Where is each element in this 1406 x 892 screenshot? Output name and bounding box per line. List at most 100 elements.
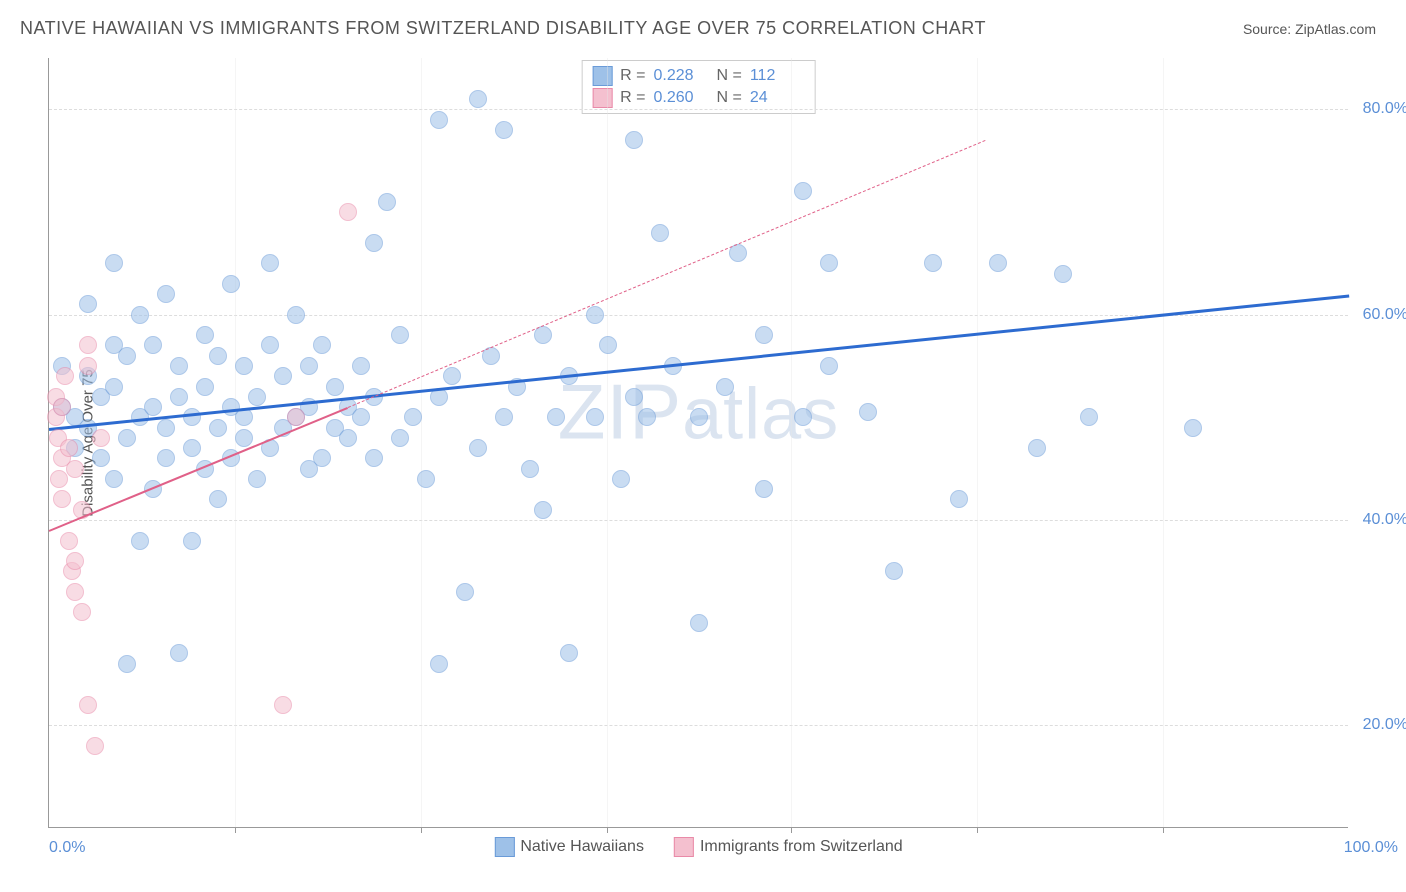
data-point <box>66 583 84 601</box>
gridline-h <box>49 109 1348 110</box>
legend-item: Native Hawaiians <box>494 837 644 857</box>
data-point <box>92 429 110 447</box>
legend-stat-row: R =0.228N =112 <box>592 65 805 87</box>
data-point <box>924 254 942 272</box>
y-tick-label: 60.0% <box>1363 306 1406 324</box>
data-point <box>131 306 149 324</box>
data-point <box>60 439 78 457</box>
data-point <box>430 111 448 129</box>
data-point <box>73 603 91 621</box>
data-point <box>261 336 279 354</box>
data-point <box>430 655 448 673</box>
data-point <box>495 121 513 139</box>
data-point <box>794 408 812 426</box>
data-point <box>131 532 149 550</box>
legend-r-value: 0.260 <box>654 89 709 107</box>
gridline-v <box>421 58 422 827</box>
data-point <box>248 388 266 406</box>
data-point <box>60 532 78 550</box>
data-point <box>287 408 305 426</box>
x-tick <box>977 827 978 833</box>
data-point <box>651 224 669 242</box>
data-point <box>950 490 968 508</box>
data-point <box>248 470 266 488</box>
legend-r-value: 0.228 <box>654 67 709 85</box>
gridline-h <box>49 520 1348 521</box>
x-tick <box>791 827 792 833</box>
data-point <box>560 644 578 662</box>
legend-swatch <box>674 837 694 857</box>
data-point <box>690 408 708 426</box>
data-point <box>79 357 97 375</box>
data-point <box>339 203 357 221</box>
data-point <box>157 285 175 303</box>
data-point <box>599 336 617 354</box>
data-point <box>183 439 201 457</box>
data-point <box>469 90 487 108</box>
data-point <box>66 460 84 478</box>
data-point <box>352 408 370 426</box>
data-point <box>118 429 136 447</box>
data-point <box>586 306 604 324</box>
data-point <box>92 449 110 467</box>
y-tick-label: 80.0% <box>1363 100 1406 118</box>
data-point <box>820 357 838 375</box>
data-point <box>209 490 227 508</box>
data-point <box>274 696 292 714</box>
data-point <box>118 655 136 673</box>
data-point <box>144 398 162 416</box>
legend-stat-row: R =0.260N =24 <box>592 87 805 109</box>
data-point <box>391 326 409 344</box>
data-point <box>105 254 123 272</box>
legend-swatch <box>592 88 612 108</box>
y-tick-label: 40.0% <box>1363 511 1406 529</box>
data-point <box>313 449 331 467</box>
data-point <box>56 367 74 385</box>
data-point <box>66 552 84 570</box>
data-point <box>235 429 253 447</box>
data-point <box>86 737 104 755</box>
data-point <box>534 501 552 519</box>
legend-r-label: R = <box>620 89 645 107</box>
data-point <box>755 326 773 344</box>
data-point <box>274 367 292 385</box>
data-point <box>144 336 162 354</box>
data-point <box>1184 419 1202 437</box>
data-point <box>352 357 370 375</box>
data-point <box>391 429 409 447</box>
data-point <box>326 378 344 396</box>
legend-n-value: 112 <box>750 67 805 85</box>
data-point <box>105 378 123 396</box>
data-point <box>755 480 773 498</box>
data-point <box>495 408 513 426</box>
legend-swatch <box>494 837 514 857</box>
data-point <box>469 439 487 457</box>
data-point <box>79 336 97 354</box>
gridline-v <box>607 58 608 827</box>
data-point <box>261 254 279 272</box>
data-point <box>339 429 357 447</box>
data-point <box>118 347 136 365</box>
series-legend: Native Hawaiians Immigrants from Switzerl… <box>494 837 902 857</box>
y-tick-label: 20.0% <box>1363 716 1406 734</box>
data-point <box>456 583 474 601</box>
x-tick <box>421 827 422 833</box>
data-point <box>404 408 422 426</box>
data-point <box>625 388 643 406</box>
legend-label: Immigrants from Switzerland <box>700 838 903 856</box>
data-point <box>586 408 604 426</box>
data-point <box>612 470 630 488</box>
data-point <box>378 193 396 211</box>
source-attribution: Source: ZipAtlas.com <box>1243 21 1376 37</box>
data-point <box>443 367 461 385</box>
x-tick <box>607 827 608 833</box>
data-point <box>157 449 175 467</box>
data-point <box>222 275 240 293</box>
data-point <box>716 378 734 396</box>
data-point <box>170 644 188 662</box>
data-point <box>417 470 435 488</box>
data-point <box>1054 265 1072 283</box>
legend-label: Native Hawaiians <box>520 838 644 856</box>
legend-n-label: N = <box>717 89 742 107</box>
data-point <box>820 254 838 272</box>
